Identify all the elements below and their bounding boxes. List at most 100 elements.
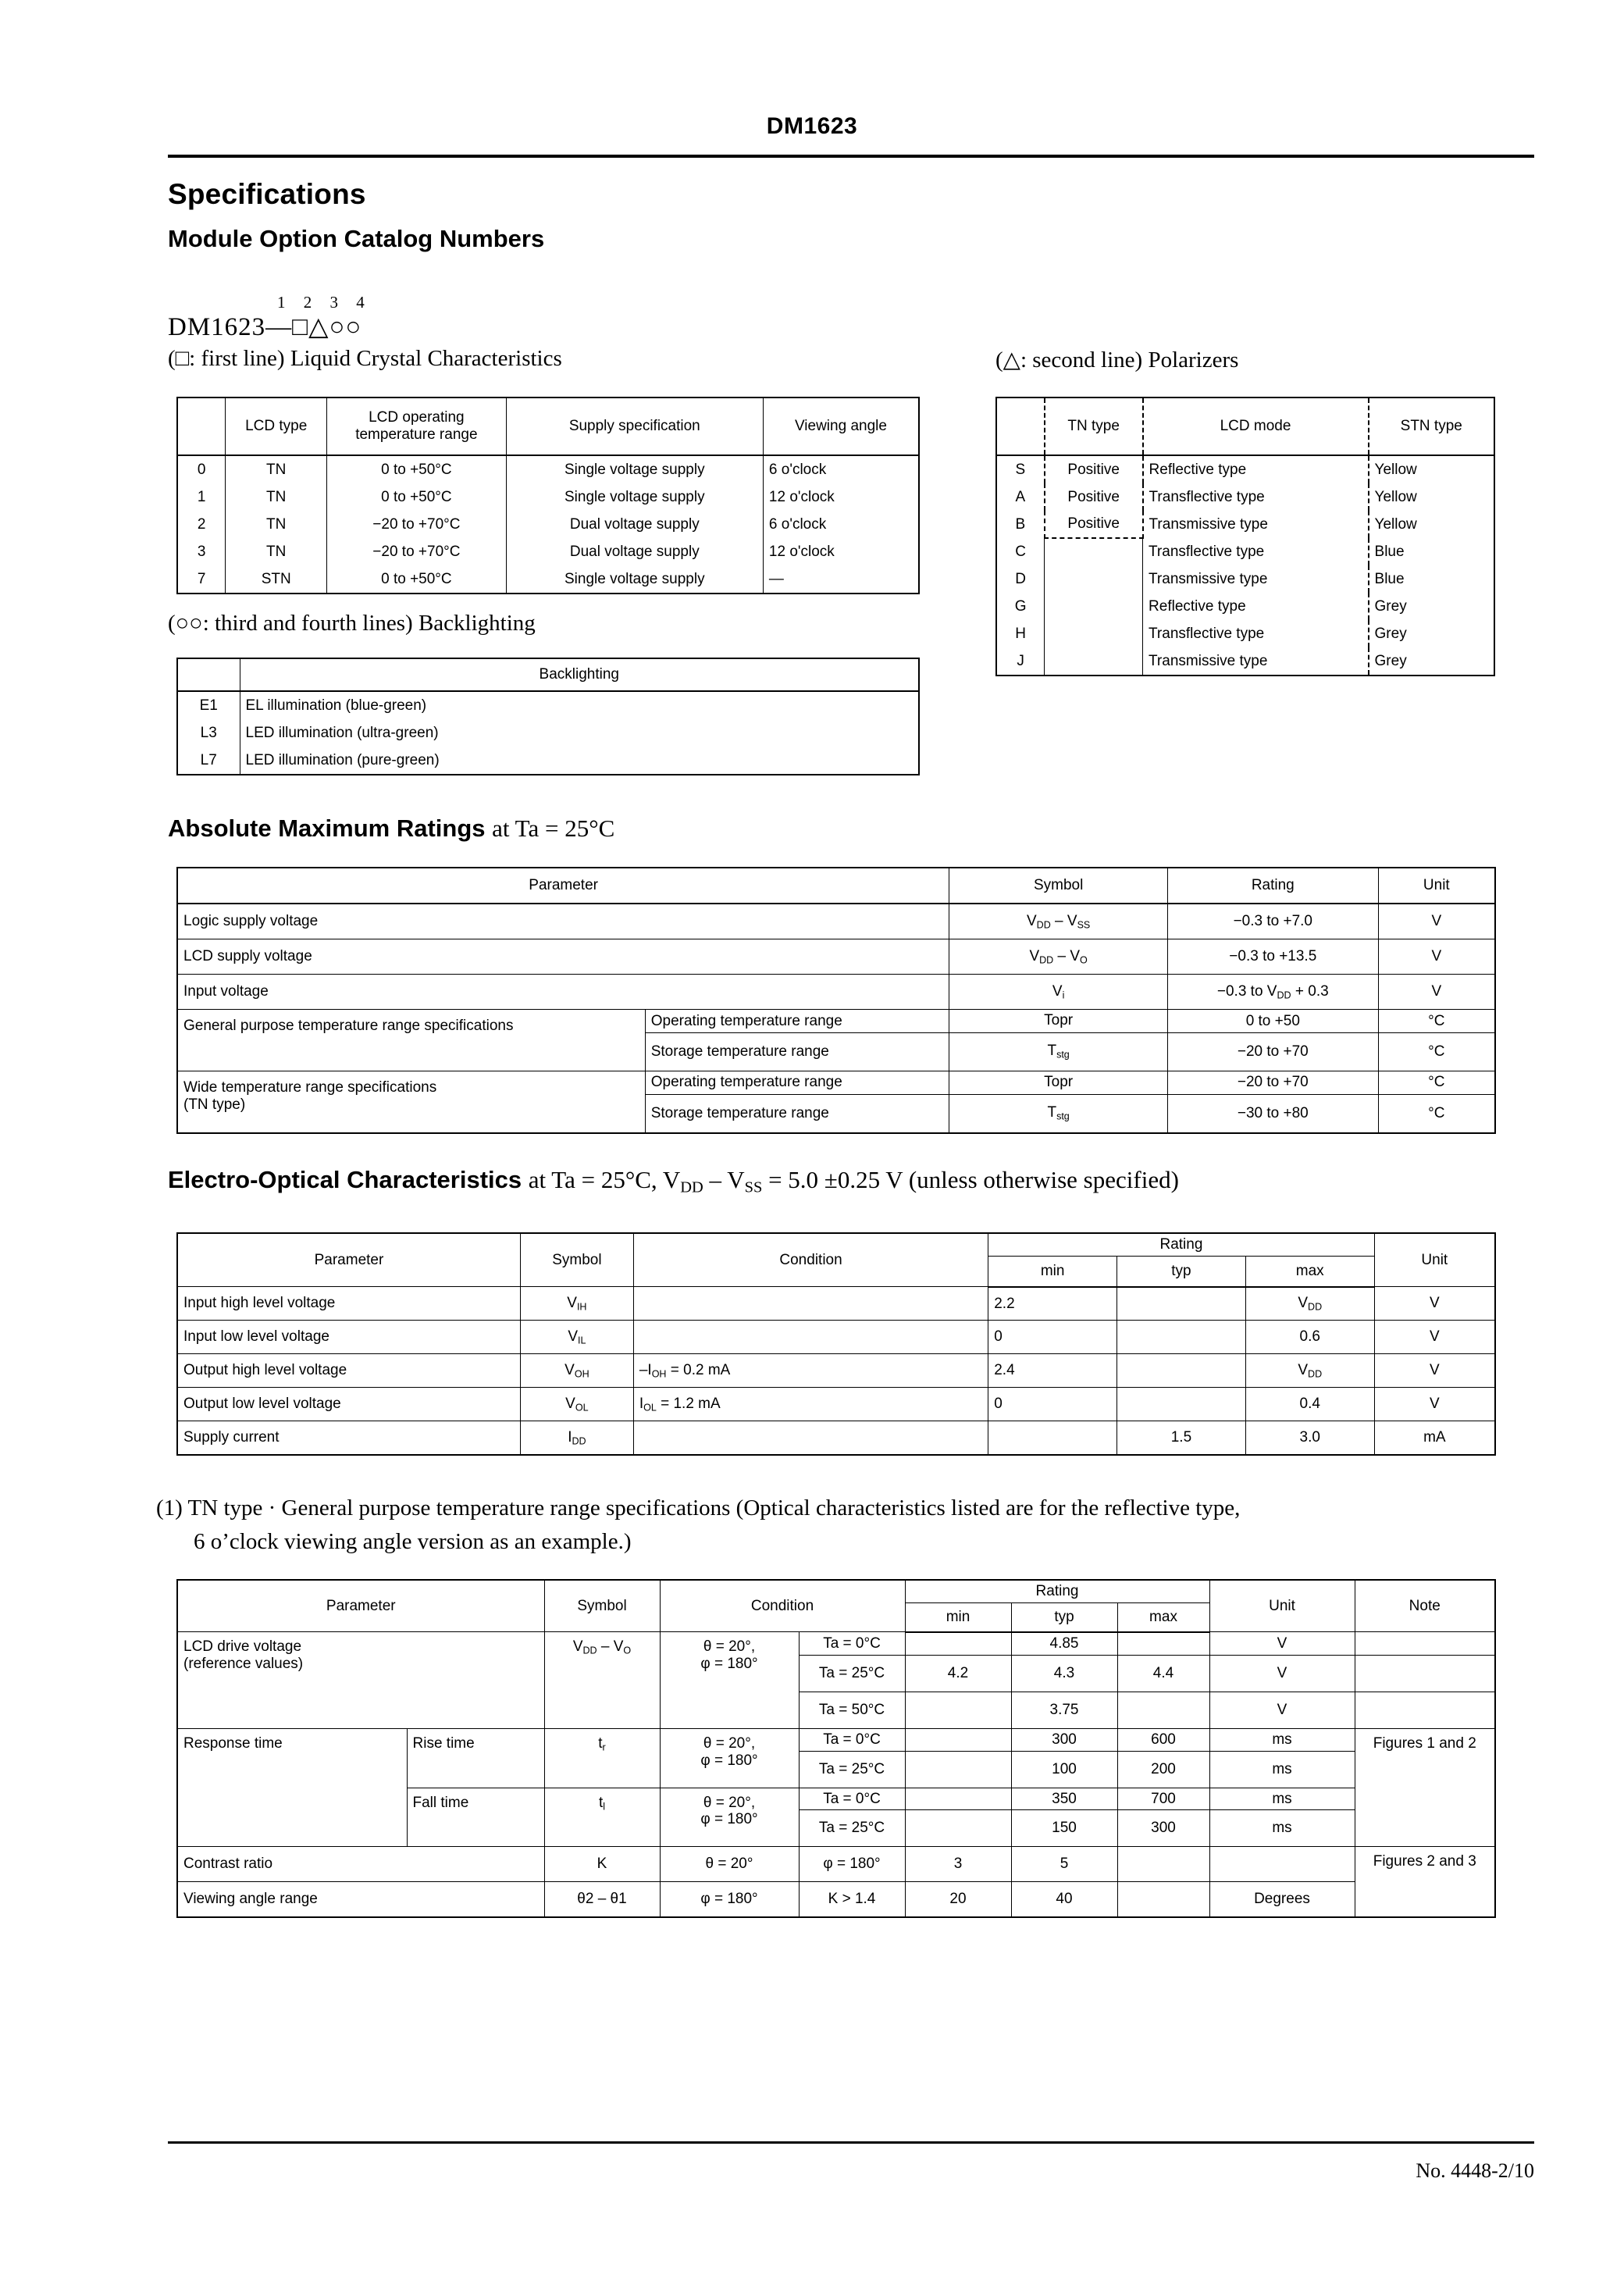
opt-parameter-contrast-ratio: Contrast ratio (176, 1846, 545, 1883)
amr-unit: °C (1377, 1032, 1496, 1071)
opt-typ: 350 (1010, 1787, 1118, 1811)
opt-min (904, 1691, 1012, 1729)
eo-th-min: min (988, 1255, 1118, 1288)
rating-sub: DD (1277, 989, 1291, 1001)
table-row: Ta = 25°C 150 300 ms (177, 1809, 1495, 1848)
pol-code: D (995, 565, 1045, 593)
lcd-angle: 6 o'clock (762, 455, 920, 483)
eo-tail-1: at Ta = 25°C, V (528, 1166, 681, 1193)
backlighting-table: Backlighting E1 EL illumination (blue-gr… (176, 658, 920, 775)
lcd-code: 2 (176, 511, 226, 538)
pol-stn: Grey (1367, 593, 1495, 620)
bl-code: E1 (176, 691, 240, 719)
eo-symbol: VIL (519, 1320, 634, 1355)
amr-symbol: Tstg (949, 1032, 1168, 1071)
opt-unit: V (1209, 1654, 1355, 1692)
table-row: S Positive Reflective type Yellow (995, 455, 1495, 483)
opt-unit: ms (1209, 1787, 1355, 1811)
eo-min (988, 1421, 1118, 1456)
opt-cond-line1: θ = 20°, (703, 1794, 756, 1811)
opt-condition-ta: Ta = 25°C (798, 1809, 906, 1848)
amr-rating: −20 to +70 (1166, 1032, 1379, 1071)
eo-max: 0.4 (1245, 1387, 1375, 1422)
bl-desc: LED illumination (pure-green) (239, 747, 920, 775)
eo-condition: IOL = 1.2 mA (632, 1387, 989, 1422)
sym-main2: – V (1053, 947, 1081, 964)
opt-note: Figures 2 and 3 (1354, 1846, 1496, 1918)
table-row: Wide temperature range specifications (T… (176, 1070, 1496, 1134)
amr-unit: °C (1377, 1009, 1496, 1033)
sym-sub: IH (576, 1301, 587, 1313)
eo-condition: –IOH = 0.2 mA (632, 1353, 989, 1389)
sym-main: V (565, 1395, 575, 1412)
table-header-row: Parameter Symbol Rating Unit (176, 867, 1496, 904)
eo-symbol: VOL (519, 1387, 634, 1422)
eo-unit: V (1373, 1286, 1496, 1321)
sym-sub: DD (1036, 919, 1051, 931)
pol-tn: Positive (1043, 511, 1144, 539)
eo-th-parameter: Parameter (176, 1232, 521, 1288)
eo-th-condition: Condition (632, 1232, 989, 1288)
opt-typ: 150 (1010, 1809, 1118, 1848)
pol-stn: Blue (1367, 565, 1495, 593)
lcd-supply: Single voltage supply (505, 455, 764, 483)
sym-sub2: O (1080, 954, 1088, 966)
section-title-abs-max: Absolute Maximum Ratings at Ta = 25°C (168, 815, 614, 843)
section-title-electro-optical: Electro-Optical Characteristics at Ta = … (168, 1166, 1179, 1197)
table-row: Output low level voltage VOL IOL = 1.2 m… (176, 1387, 1496, 1422)
eo-symbol: VIH (519, 1286, 634, 1321)
opt-typ: 3.75 (1010, 1691, 1118, 1729)
amr-th-parameter: Parameter (176, 867, 950, 904)
lcd-th-code (176, 397, 226, 456)
pol-code: B (995, 511, 1045, 538)
opt-max: 600 (1116, 1727, 1210, 1752)
opt-condition-ta: Ta = 0°C (798, 1631, 906, 1656)
table-row: General purpose temperature range specif… (176, 1009, 1496, 1071)
sym-sub: OL (575, 1402, 589, 1414)
opt-th-typ: typ (1010, 1602, 1118, 1633)
eo-typ: 1.5 (1116, 1421, 1246, 1456)
table-row: L7 LED illumination (pure-green) (176, 747, 920, 775)
page-header-part-number: DM1623 (766, 113, 858, 139)
table-row: Contrast ratio K θ = 20° φ = 180° 3 5 Fi… (176, 1846, 1496, 1918)
lcd-supply: Dual voltage supply (505, 538, 764, 565)
footer-rule (168, 2141, 1534, 2144)
amr-symbol: Topr (949, 1009, 1168, 1033)
absolute-maximum-ratings-table: Parameter Symbol Rating Unit Logic suppl… (176, 867, 1496, 1134)
eo-unit: V (1373, 1320, 1496, 1355)
lcd-angle: — (762, 565, 920, 594)
eo-tail-2: – V (703, 1166, 745, 1193)
max-main: V (1298, 1361, 1309, 1378)
cond-post: = 0.2 mA (666, 1361, 731, 1378)
opt-condition-ta: Ta = 50°C (798, 1691, 906, 1729)
lcd-type: TN (225, 483, 328, 511)
eo-typ (1116, 1320, 1246, 1355)
amr-group-param-line2: (TN type) (183, 1096, 246, 1113)
amr-th-unit: Unit (1377, 867, 1496, 904)
max-main: 0.6 (1299, 1328, 1320, 1345)
max-main: 3.0 (1299, 1428, 1320, 1446)
pol-mode: Transmissive type (1142, 647, 1369, 676)
opt-parameter-response-time: Response time (176, 1727, 408, 1848)
opt-param-line2: (reference values) (183, 1656, 304, 1673)
table-subheader-row: min typ max (177, 1255, 1495, 1288)
eo-parameter: Input low level voltage (176, 1320, 521, 1355)
opt-max (1116, 1846, 1210, 1883)
amr-symbol: VDD – VSS (949, 903, 1168, 939)
opt-condition-a: θ = 20° (659, 1846, 800, 1883)
lcd-code: 7 (176, 565, 226, 594)
eo-condition (632, 1320, 989, 1355)
table-header-row: Parameter Symbol Condition Rating Unit N… (176, 1579, 1496, 1633)
opt-th-min: min (904, 1602, 1012, 1633)
amr-unit: V (1377, 903, 1496, 939)
sym-main: V (567, 1294, 577, 1311)
eo-th-typ: typ (1116, 1255, 1246, 1288)
table-row: LCD drive voltage (reference values) VDD… (176, 1631, 1496, 1729)
opt-cond-line2: φ = 180° (700, 1752, 758, 1769)
eo-prefix: Electro-Optical Characteristics (168, 1166, 522, 1193)
pol-code: H (995, 620, 1045, 647)
amr-subparameter: Operating temperature range (644, 1070, 950, 1095)
sym-main: V (1026, 912, 1037, 929)
sym-main: Topr (1044, 1012, 1074, 1028)
